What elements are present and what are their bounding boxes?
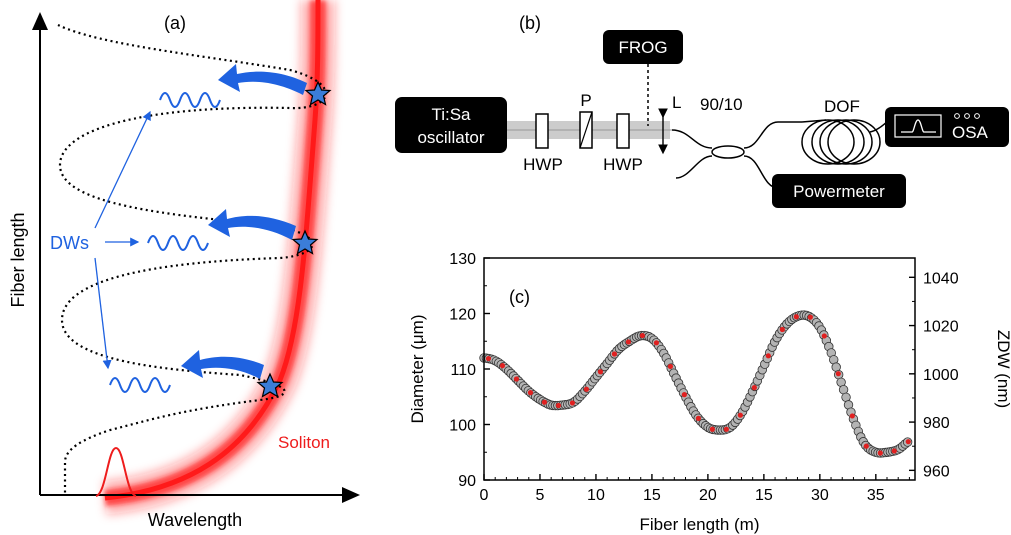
panel-b: (b) Ti:Sa oscillator HWP P HWP FROG L xyxy=(395,13,1009,208)
panel-a: (a) Fiber length Wavelength xyxy=(8,0,360,530)
osa-knobs-icon xyxy=(954,113,980,119)
chart-ticks: 0 5 10 15 20 15 30 35 90 100 110 120 130 960 980 1000 10… xyxy=(449,251,958,504)
coupler-ratio-label: 90/10 xyxy=(700,95,743,114)
y2-tick-label: 960 xyxy=(923,463,950,480)
zdw-point xyxy=(877,450,883,456)
y-tick-label: 130 xyxy=(449,251,476,268)
dof-coil xyxy=(801,119,889,165)
y2-tick-label: 980 xyxy=(923,415,950,432)
y2-tick-label: 1000 xyxy=(923,367,959,384)
hwp1-plate xyxy=(535,113,549,149)
osa-screen-icon xyxy=(894,114,942,138)
zdw-point xyxy=(807,314,813,320)
zdw-point xyxy=(667,363,673,370)
zdw-point xyxy=(751,385,757,391)
frog-box xyxy=(603,30,683,64)
hwp1-label: HWP xyxy=(523,155,563,174)
hwp2-plate xyxy=(616,113,630,149)
y-tick-label: 90 xyxy=(458,473,476,490)
dws-label: DWs xyxy=(50,233,89,253)
x-tick-label: 5 xyxy=(536,487,545,504)
y-tick-label: 110 xyxy=(450,362,476,379)
zdw-point xyxy=(779,326,785,333)
panel-c-chart: (c) Fiber length (m) Diameter (μm) ZDW (… xyxy=(408,251,1011,534)
osa-spectrum-icon xyxy=(901,119,936,133)
zdw-point xyxy=(569,400,576,406)
tisa-oscillator-box xyxy=(395,97,507,153)
x-tick-label: 20 xyxy=(699,487,717,504)
dw-wavelets xyxy=(109,92,221,393)
tisa-line1: Ti:Sa xyxy=(431,105,471,124)
y2-tick-label: 1020 xyxy=(923,319,959,336)
blue-curved-arrows xyxy=(181,64,307,379)
zdw-point xyxy=(709,426,715,432)
x-tick-label: 15 xyxy=(755,487,773,504)
dotted-oscillation-path xyxy=(57,24,327,495)
panel-a-x-label: Wavelength xyxy=(148,510,242,530)
soliton-stars xyxy=(256,80,332,398)
chart-y2-label: ZDW (nm) xyxy=(994,330,1011,408)
zdw-point xyxy=(695,415,701,421)
zdw-point xyxy=(499,363,506,369)
x-tick-label: 0 xyxy=(480,487,489,504)
hwp2-label: HWP xyxy=(603,155,643,174)
zdw-point xyxy=(891,448,897,454)
panel-a-y-label: Fiber length xyxy=(8,212,28,307)
tisa-line2: oscillator xyxy=(417,128,484,147)
zdw-point xyxy=(905,439,911,445)
initial-pulse xyxy=(95,446,137,497)
panel-b-label: (b) xyxy=(519,13,541,33)
p-label: P xyxy=(580,91,591,110)
polarizer-diagonal xyxy=(579,111,593,149)
zdw-point xyxy=(555,402,562,409)
zdw-point xyxy=(527,390,534,396)
zdw-point xyxy=(485,355,492,362)
y-tick-label: 120 xyxy=(449,307,476,324)
zdw-point xyxy=(611,351,618,357)
dws-pointer-arrows xyxy=(94,110,151,370)
osa-label: OSA xyxy=(952,123,989,142)
frog-label: FROG xyxy=(618,38,667,57)
fiber-coupler xyxy=(671,121,802,189)
y2-tick-label: 1040 xyxy=(923,270,959,287)
chart-x-label: Fiber length (m) xyxy=(640,515,760,534)
x-tick-label: 30 xyxy=(811,487,829,504)
x-tick-label: 10 xyxy=(587,487,605,504)
zdw-point xyxy=(541,399,548,405)
zdw-point xyxy=(639,332,646,339)
zdw-point xyxy=(583,386,590,392)
zdw-point xyxy=(681,392,687,398)
zdw-point xyxy=(863,443,869,449)
zdw-point xyxy=(653,340,660,346)
dof-label: DOF xyxy=(824,97,860,116)
zdw-point xyxy=(737,412,743,418)
zdw-point xyxy=(625,339,632,345)
chart-frame xyxy=(483,257,916,481)
panel-c-label: (c) xyxy=(509,287,530,307)
zdw-point xyxy=(765,353,771,359)
chart-points xyxy=(479,310,913,458)
l-label: L xyxy=(672,93,681,112)
zdw-point xyxy=(793,314,799,320)
zdw-point xyxy=(723,426,729,432)
chart-y-label: Diameter (μm) xyxy=(408,315,427,424)
x-tick-label: 35 xyxy=(867,487,885,504)
zdw-point xyxy=(821,333,827,339)
powermeter-box xyxy=(772,174,906,208)
panel-a-label: (a) xyxy=(164,13,186,33)
powermeter-label: Powermeter xyxy=(793,182,885,201)
zdw-point xyxy=(835,371,841,377)
soliton-label: Soliton xyxy=(278,433,330,452)
zdw-point xyxy=(849,413,855,419)
y-tick-label: 100 xyxy=(449,418,476,435)
x-tick-label: 15 xyxy=(643,487,661,504)
zdw-point xyxy=(597,369,604,375)
zdw-point xyxy=(513,376,520,382)
